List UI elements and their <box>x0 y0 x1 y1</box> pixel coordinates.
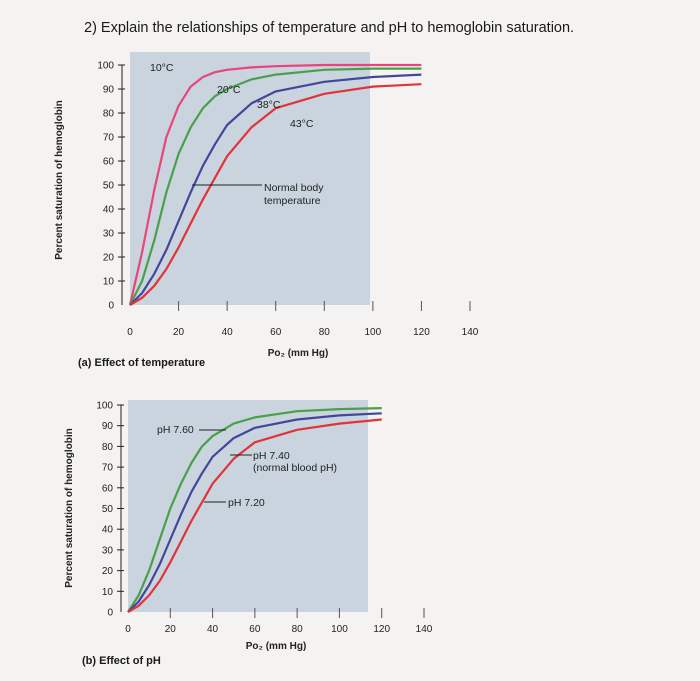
x-tick-label: 100 <box>331 624 348 635</box>
y-tick-label: 60 <box>103 157 115 168</box>
annotation-label-line2: temperature <box>264 195 321 207</box>
question-text: 2) Explain the relationships of temperat… <box>84 20 575 36</box>
series-label-line1: pH 7.40 <box>253 450 290 462</box>
x-tick-label: 140 <box>416 624 433 635</box>
plot-background-0 <box>130 52 370 305</box>
plot-background-1 <box>128 400 368 612</box>
x-tick-label: 20 <box>173 327 185 338</box>
x-tick-label: 0 <box>127 327 133 338</box>
series-label: 20°C <box>217 84 241 96</box>
y-tick-label: 30 <box>103 229 115 240</box>
x-tick-label: 100 <box>365 327 382 338</box>
x-tick-label: 120 <box>373 624 390 635</box>
y-tick-label: 90 <box>103 85 115 96</box>
series-line-1-1 <box>127 412 382 613</box>
series-line-1-0 <box>127 407 382 613</box>
y-tick-label: 40 <box>102 525 114 536</box>
x-tick-label: 60 <box>270 327 282 338</box>
series-label-line2: (normal blood pH) <box>253 462 337 474</box>
y-tick-label: 90 <box>102 421 114 432</box>
y-tick-label: 0 <box>107 608 113 619</box>
y-tick-label: 50 <box>103 181 115 192</box>
annotation-label-line1: Normal body <box>264 182 324 194</box>
caption-temperature: (a) Effect of temperature <box>78 357 206 369</box>
series-label: 10°C <box>150 62 174 74</box>
y-tick-label: 0 <box>108 301 114 312</box>
y-tick-label: 20 <box>103 253 115 264</box>
y-tick-label: 100 <box>96 401 113 412</box>
series-line-0-3 <box>129 83 422 306</box>
series-label: 43°C <box>290 118 314 130</box>
series-line-0-0 <box>128 63 422 306</box>
x-tick-label: 80 <box>292 624 304 635</box>
y-tick-label: 50 <box>102 504 114 515</box>
series-line-1-2 <box>127 418 382 613</box>
series-line-0-2 <box>129 73 422 306</box>
series-label: 38°C <box>257 99 281 111</box>
x-tick-label: 140 <box>462 327 479 338</box>
y-tick-label: 80 <box>102 442 114 453</box>
x-tick-label: 60 <box>249 624 261 635</box>
y-tick-label: 30 <box>102 545 114 556</box>
y-tick-label: 60 <box>102 483 114 494</box>
y-tick-label: 20 <box>102 566 114 577</box>
y-tick-label: 100 <box>97 61 114 72</box>
x-axis-title: Po₂ (mm Hg) <box>268 348 329 359</box>
x-tick-label: 80 <box>319 327 331 338</box>
x-tick-label: 0 <box>125 624 131 635</box>
x-tick-label: 40 <box>222 327 234 338</box>
x-tick-label: 20 <box>165 624 177 635</box>
x-axis-title: Po₂ (mm Hg) <box>246 641 307 652</box>
y-tick-label: 10 <box>102 587 114 598</box>
series-label: pH 7.60 <box>157 424 194 436</box>
y-tick-label: 70 <box>102 463 114 474</box>
x-tick-label: 40 <box>207 624 219 635</box>
y-tick-label: 10 <box>103 277 115 288</box>
y-axis-title: Percent saturation of hemoglobin <box>54 100 65 259</box>
y-tick-label: 70 <box>103 133 115 144</box>
y-tick-label: 40 <box>103 205 115 216</box>
caption-ph: (b) Effect of pH <box>82 655 161 667</box>
series-line-0-1 <box>129 67 422 306</box>
y-tick-label: 80 <box>103 109 115 120</box>
x-tick-label: 120 <box>413 327 430 338</box>
y-axis-title: Percent saturation of hemoglobin <box>64 428 75 587</box>
series-label: pH 7.20 <box>228 497 265 509</box>
